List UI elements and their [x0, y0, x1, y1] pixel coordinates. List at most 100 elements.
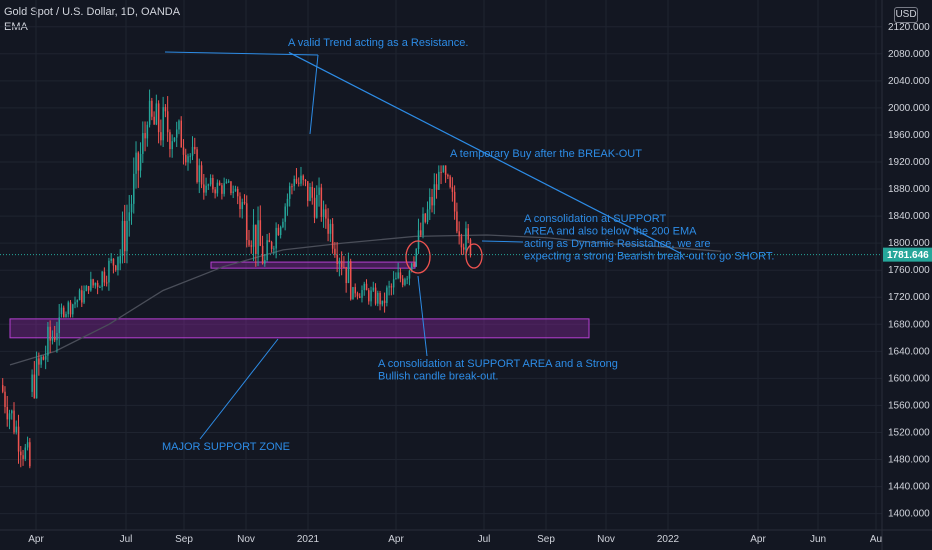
- candle-body: [119, 255, 121, 264]
- candle-body: [101, 271, 103, 287]
- candle-body: [76, 300, 79, 303]
- candle-body: [449, 176, 451, 188]
- candle-body: [318, 187, 320, 195]
- candle-body: [227, 181, 230, 183]
- candle-body: [293, 178, 295, 187]
- candle-body: [252, 224, 255, 247]
- candle-body: [374, 287, 377, 304]
- candle-body: [379, 292, 381, 305]
- candle-body: [386, 287, 388, 304]
- candle-body: [327, 218, 329, 234]
- candle-body: [209, 177, 212, 185]
- candle-body: [237, 189, 239, 197]
- y-tick-label: 2040.000: [888, 76, 930, 87]
- candle-body: [137, 152, 140, 171]
- candle-body: [85, 286, 88, 292]
- candle-body: [451, 187, 454, 192]
- candle-body: [257, 220, 259, 254]
- candle-body: [356, 293, 359, 297]
- x-tick-label: Apr: [388, 534, 404, 545]
- candle-body: [298, 182, 300, 184]
- candle-body: [114, 265, 117, 271]
- x-tick-label: Nov: [237, 534, 255, 545]
- candle-body: [78, 290, 81, 301]
- candle-body: [130, 203, 133, 213]
- candle-body: [302, 175, 305, 180]
- candle-body: [175, 129, 178, 138]
- candle-body: [200, 165, 203, 185]
- candle-body: [291, 186, 293, 188]
- y-tick-label: 1800.000: [888, 238, 930, 249]
- candle-body: [313, 197, 316, 218]
- candle-body: [349, 261, 352, 300]
- candle-body: [87, 286, 90, 291]
- candle-body: [372, 287, 375, 291]
- candle-body: [365, 283, 368, 291]
- x-tick-label: Sep: [175, 534, 193, 545]
- candle-body: [135, 152, 137, 174]
- y-tick-label: 1400.000: [888, 509, 930, 520]
- candle-body: [15, 426, 18, 433]
- candle-body: [392, 279, 395, 288]
- candle-body: [417, 230, 420, 250]
- candle-body: [424, 213, 427, 222]
- candle-body: [259, 220, 262, 246]
- candle-body: [194, 146, 196, 150]
- candle-body: [370, 290, 372, 302]
- annotation-text: A valid Trend acting as a Resistance.: [288, 37, 468, 49]
- candle-body: [320, 187, 323, 217]
- x-tick-label: Jul: [478, 534, 491, 545]
- y-tick-label: 1680.000: [888, 319, 930, 330]
- candle-body: [388, 286, 390, 288]
- candle-body: [203, 184, 205, 193]
- candle-body: [214, 189, 216, 194]
- y-tick-label: 2000.000: [888, 103, 930, 114]
- candle-body: [383, 300, 386, 304]
- candle-body: [8, 413, 11, 420]
- y-tick-label: 1960.000: [888, 130, 930, 141]
- candle-body: [178, 120, 180, 130]
- candle-body: [352, 287, 354, 300]
- candle-body: [69, 302, 72, 315]
- candle-body: [164, 107, 167, 112]
- candle-body: [266, 240, 268, 261]
- candle-body: [81, 290, 83, 303]
- candle-body: [277, 227, 280, 236]
- candle-body: [171, 141, 173, 150]
- candle-body: [133, 173, 135, 204]
- candle-body: [420, 230, 422, 236]
- candle-body: [221, 185, 223, 194]
- x-tick-label: Apr: [28, 534, 44, 545]
- candle-body: [345, 267, 347, 284]
- candle-body: [429, 197, 431, 210]
- candle-body: [124, 220, 126, 252]
- candle-body: [343, 267, 345, 269]
- candle-body: [241, 202, 244, 210]
- candle-body: [368, 290, 370, 302]
- candle-body: [415, 249, 418, 267]
- candle-body: [146, 124, 149, 139]
- y-tick-label: 1920.000: [888, 157, 930, 168]
- candle-body: [255, 224, 257, 254]
- x-tick-label: Au: [870, 534, 882, 545]
- candle-body: [185, 154, 187, 163]
- candle-body: [447, 174, 449, 177]
- candle-body: [51, 336, 54, 341]
- candle-body: [442, 165, 445, 173]
- candle-body: [189, 155, 192, 157]
- candle-body: [216, 182, 219, 194]
- candle-body: [311, 187, 314, 198]
- candle-body: [381, 300, 384, 305]
- candle-body: [273, 248, 275, 250]
- candle-body: [275, 227, 277, 249]
- candle-body: [331, 223, 334, 249]
- trendline-resistance[interactable]: [288, 51, 682, 255]
- currency-badge[interactable]: USD: [894, 7, 918, 23]
- y-tick-label: 1520.000: [888, 427, 930, 438]
- candle-body: [94, 282, 97, 286]
- candle-body: [361, 290, 363, 298]
- candle-body: [207, 184, 210, 186]
- candle-body: [268, 240, 271, 243]
- y-tick-label: 1880.000: [888, 184, 930, 195]
